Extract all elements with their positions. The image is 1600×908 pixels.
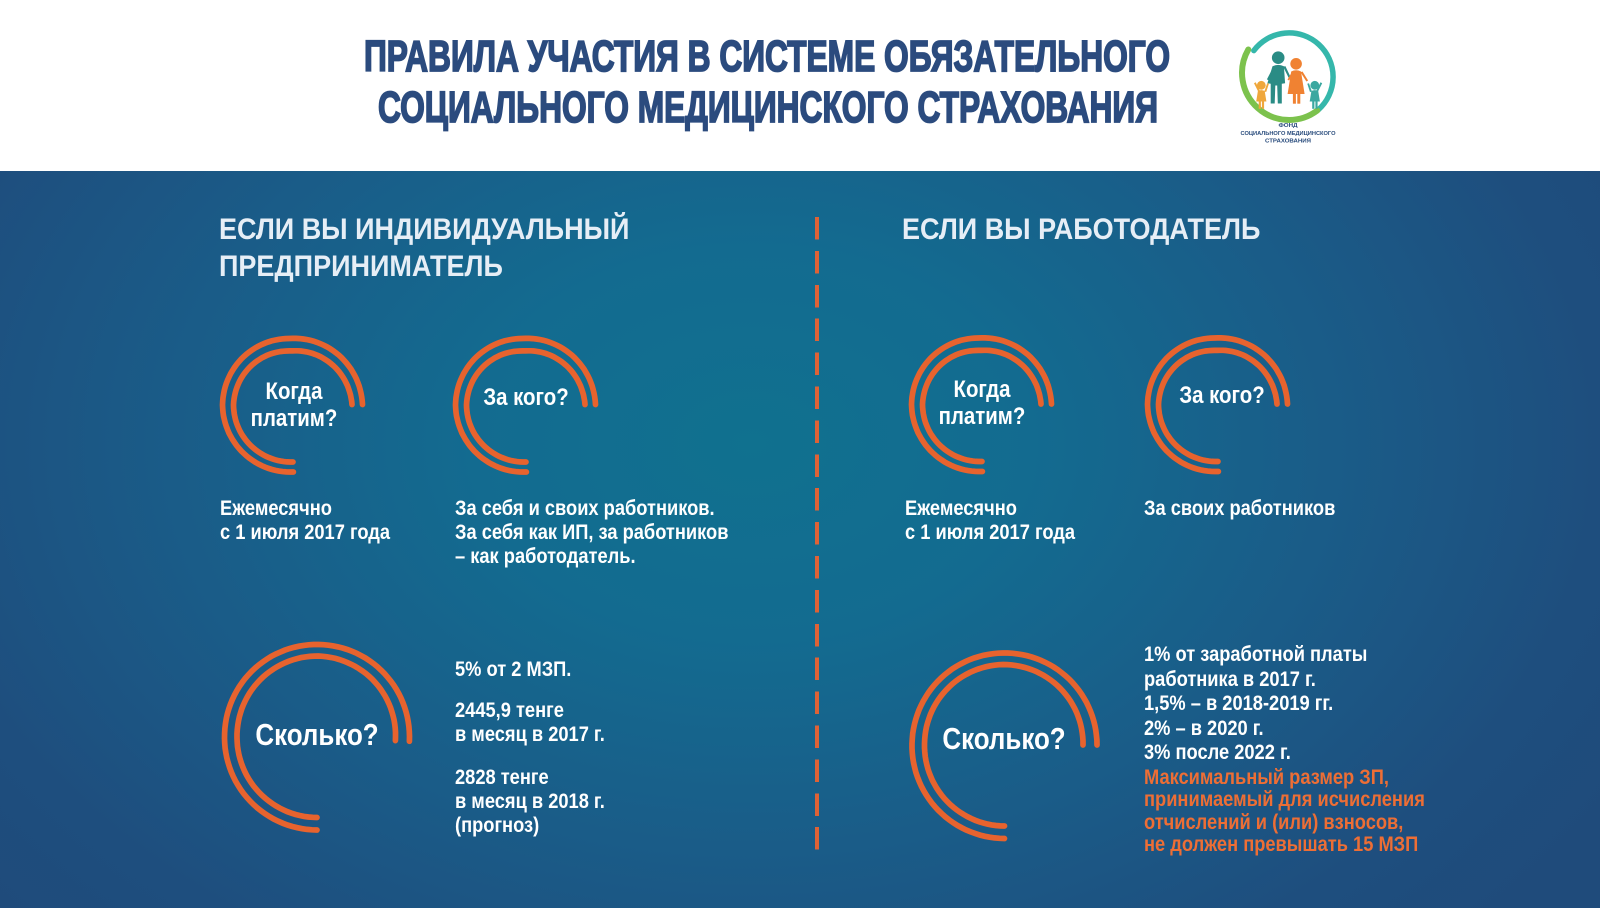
svg-text:ФОНД: ФОНД	[1279, 123, 1299, 129]
svg-text:ПРАВИЛА УЧАСТИЯ В СИСТЕМЕ ОБЯЗ: ПРАВИЛА УЧАСТИЯ В СИСТЕМЕ ОБЯЗАТЕЛЬНОГО	[364, 32, 1170, 81]
svg-text:СОЦИАЛЬНОГО МЕДИЦИНСКОГО СТРАХ: СОЦИАЛЬНОГО МЕДИЦИНСКОГО СТРАХОВАНИЯ	[378, 83, 1158, 132]
svg-text:СОЦИАЛЬНОГО МЕДИЦИНСКОГО: СОЦИАЛЬНОГО МЕДИЦИНСКОГО	[1241, 131, 1336, 137]
svg-text:СТРАХОВАНИЯ: СТРАХОВАНИЯ	[1265, 139, 1311, 145]
